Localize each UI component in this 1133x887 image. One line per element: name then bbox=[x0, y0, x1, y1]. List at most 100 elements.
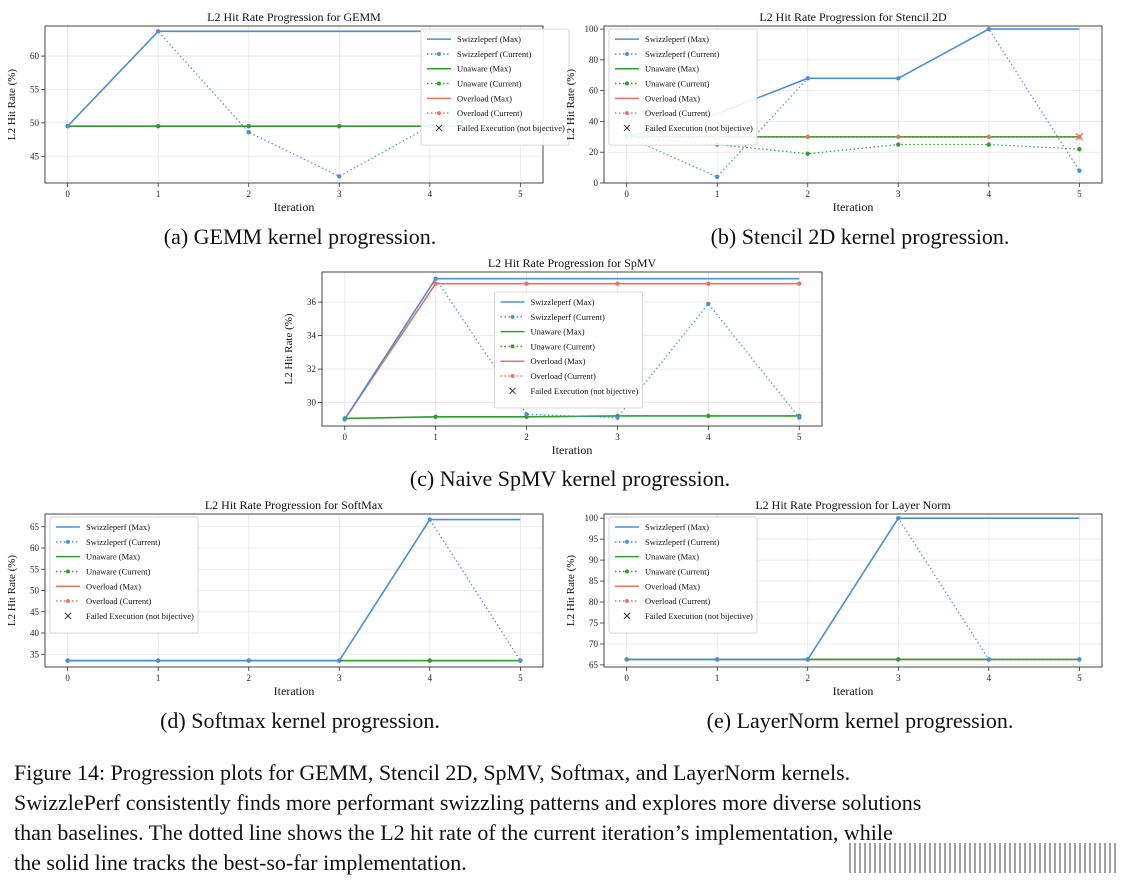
x-tick-label: 5 bbox=[1077, 673, 1082, 683]
legend-swatch-dot bbox=[65, 539, 70, 544]
failed-marker-stroke bbox=[1075, 132, 1084, 141]
y-tick-label: 45 bbox=[30, 151, 40, 161]
data-point-overload bbox=[706, 281, 711, 286]
legend-label: Overload (Current) bbox=[645, 108, 711, 118]
x-tick-label: 3 bbox=[615, 432, 620, 442]
legend-label: Overload (Current) bbox=[531, 371, 597, 381]
data-point-swizzleperf bbox=[342, 417, 347, 422]
y-tick-label: 100 bbox=[585, 513, 599, 523]
y-tick-label: 65 bbox=[589, 660, 599, 670]
data-point-overload bbox=[524, 281, 529, 286]
chart-layernorm-svg: 0 1 2 3 4 5 65 70 75 80 85 90 95 100 L2 Hit Rate Progr… bbox=[565, 498, 1103, 698]
legend-label: Overload (Max) bbox=[645, 581, 700, 591]
legend-swatch-dot bbox=[624, 111, 629, 116]
series-line-swizzleperf-dotted bbox=[344, 277, 800, 420]
x-tick-label: 1 bbox=[715, 189, 720, 199]
data-point-unaware bbox=[246, 124, 251, 129]
legend-label: Swizzleperf (Max) bbox=[645, 522, 709, 532]
data-point-unaware bbox=[896, 142, 901, 147]
x-axis-label: Iteration bbox=[274, 200, 315, 214]
x-axis-label: Iteration bbox=[833, 200, 874, 214]
y-axis-label: L2 Hit Rate (%) bbox=[283, 313, 295, 385]
legend-label: Swizzleperf (Current) bbox=[645, 49, 720, 59]
x-tick-label: 0 bbox=[624, 189, 629, 199]
chart-stencil-svg: 0 1 2 3 4 5 0 20 40 60 80 100 L2 Hit Rate Progressio… bbox=[565, 10, 1103, 214]
y-tick-label: 34 bbox=[307, 331, 317, 341]
plot-frame bbox=[321, 271, 823, 427]
legend-label: Unaware (Current) bbox=[531, 341, 596, 351]
y-tick-label: 80 bbox=[589, 55, 599, 65]
data-point-unaware bbox=[805, 151, 810, 156]
data-point-swizzleperf bbox=[427, 517, 433, 522]
legend-box bbox=[420, 28, 570, 146]
y-tick-label: 55 bbox=[30, 84, 40, 94]
data-point-overload bbox=[433, 281, 438, 286]
legend-swatch-dot bbox=[436, 111, 441, 116]
data-point-overload bbox=[805, 134, 810, 140]
y-tick-label: 40 bbox=[589, 116, 599, 126]
legend-swatch-dot bbox=[436, 51, 441, 56]
data-point-swizzleperf bbox=[65, 124, 70, 129]
y-tick-label: 60 bbox=[589, 86, 599, 96]
x-tick-label: 4 bbox=[428, 189, 433, 199]
legend-label: Unaware (Max) bbox=[645, 64, 699, 74]
x-tick-label: 1 bbox=[433, 432, 438, 442]
legend-label: Swizzleperf (Max) bbox=[645, 34, 709, 44]
chart-stencil: 0 1 2 3 4 5 0 20 40 60 80 100 L2 Hit Rate Progressio… bbox=[562, 8, 1122, 214]
data-point-swizzleperf bbox=[155, 29, 161, 34]
legend-swatch-dot bbox=[65, 599, 70, 604]
legend-box bbox=[49, 516, 199, 634]
legend-label: Unaware (Max) bbox=[531, 327, 585, 337]
y-tick-label: 36 bbox=[307, 297, 317, 307]
y-tick-label: 65 bbox=[30, 522, 40, 532]
x-tick-label: 3 bbox=[896, 673, 901, 683]
legend-label: Swizzleperf (Current) bbox=[457, 49, 532, 59]
x-tick-label: 3 bbox=[337, 673, 342, 683]
y-tick-label: 45 bbox=[30, 607, 40, 617]
legend-x-icon bbox=[623, 124, 631, 132]
legend-label: Failed Execution (not bijective) bbox=[86, 611, 194, 621]
legend-box bbox=[494, 291, 643, 409]
y-tick-label: 60 bbox=[30, 543, 40, 553]
caption-gemm: (a) GEMM kernel progression. bbox=[163, 224, 437, 249]
caption-softmax: (d) Softmax kernel progression. bbox=[160, 708, 440, 733]
y-tick-label: 20 bbox=[589, 147, 599, 157]
y-tick-label: 35 bbox=[30, 649, 40, 659]
legend-label: Unaware (Max) bbox=[86, 552, 140, 562]
data-point-swizzleperf bbox=[805, 76, 810, 81]
legend-label: Overload (Current) bbox=[457, 108, 523, 118]
y-tick-label: 70 bbox=[589, 639, 599, 649]
data-point-unaware bbox=[986, 142, 992, 147]
x-tick-label: 4 bbox=[987, 673, 992, 683]
data-point-swizzleperf bbox=[797, 415, 802, 420]
x-tick-label: 0 bbox=[342, 432, 347, 442]
data-point-swizzleperf bbox=[524, 412, 529, 417]
legend-label: Swizzleperf (Max) bbox=[531, 297, 595, 307]
data-point-unaware bbox=[896, 657, 901, 662]
watermark-stripe bbox=[849, 843, 1119, 873]
y-tick-label: 0 bbox=[594, 178, 599, 188]
data-point-unaware bbox=[337, 124, 342, 129]
data-point-unaware bbox=[1077, 146, 1082, 152]
caption-layernorm: (e) LayerNorm kernel progression. bbox=[706, 708, 1014, 733]
legend-label: Failed Execution (not bijective) bbox=[457, 123, 565, 133]
x-tick-label: 3 bbox=[337, 189, 342, 199]
chart-title: L2 Hit Rate Progression for SpMV bbox=[488, 256, 657, 270]
y-axis-label: L2 Hit Rate (%) bbox=[6, 555, 18, 627]
y-axis-label: L2 Hit Rate (%) bbox=[6, 69, 18, 141]
data-point-swizzleperf bbox=[896, 515, 901, 521]
data-point-unaware bbox=[155, 124, 161, 129]
legend-swatch-dot bbox=[624, 51, 629, 56]
y-tick-label: 50 bbox=[30, 118, 40, 128]
chart-gemm: 0 1 2 3 4 5 45 50 55 60 L2 Hit Rate Progression fo… bbox=[0, 8, 570, 214]
data-point-swizzleperf bbox=[433, 276, 438, 281]
legend-swatch-dot bbox=[510, 344, 515, 349]
chart-title: L2 Hit Rate Progression for SoftMax bbox=[205, 498, 383, 512]
x-tick-label: 4 bbox=[706, 432, 711, 442]
x-axis-label: Iteration bbox=[274, 684, 315, 698]
data-point-swizzleperf bbox=[337, 658, 342, 663]
y-tick-label: 40 bbox=[30, 628, 40, 638]
data-point-swizzleperf bbox=[986, 657, 992, 662]
failed-marker bbox=[1075, 132, 1084, 141]
figure-caption: Figure 14: Progression plots for GEMM, S… bbox=[14, 758, 1116, 878]
